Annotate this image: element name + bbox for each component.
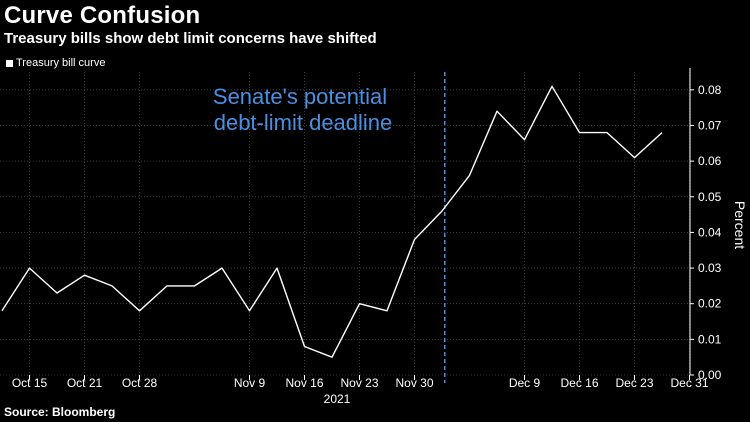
annotation-text-line1: Senate's potential — [213, 84, 387, 109]
x-tick-label: Dec 16 — [560, 376, 598, 390]
x-tick-label: Oct 28 — [122, 376, 158, 390]
x-tick-label: Nov 23 — [340, 376, 378, 390]
x-axis-year-label: 2021 — [324, 392, 351, 406]
x-tick-label: Oct 15 — [12, 376, 48, 390]
x-tick-label: Nov 16 — [285, 376, 323, 390]
y-tick-label: 0.06 — [698, 154, 722, 168]
series-group — [1, 85, 663, 358]
y-axis-title: Percent — [732, 201, 748, 249]
x-tick-label: Dec 23 — [615, 376, 653, 390]
y-tick-label: 0.08 — [698, 83, 722, 97]
annotation-text-line2: debt-limit deadline — [214, 110, 393, 135]
legend-label: Treasury bill curve — [16, 57, 106, 69]
x-tick-label: Oct 21 — [67, 376, 103, 390]
x-tick-label: Nov 9 — [234, 376, 266, 390]
axes — [29, 68, 694, 380]
tick-labels: 0.00 0.01 0.02 0.03 0.04 0.05 0.06 0.07 0.08 Perc… — [12, 83, 748, 406]
legend-swatch — [6, 59, 13, 67]
x-tick-label: Dec 9 — [509, 376, 541, 390]
y-tick-label: 0.02 — [698, 297, 722, 311]
x-tick-label: Dec 31 — [670, 376, 708, 390]
chart-subtitle: Treasury bills show debt limit concerns … — [4, 30, 377, 47]
y-tick-label: 0.03 — [698, 261, 722, 275]
legend: Treasury bill curve — [6, 57, 105, 69]
series-line-treasury-bill-curve — [1, 85, 663, 358]
x-tick-label: Nov 30 — [395, 376, 433, 390]
gridlines — [0, 72, 690, 376]
y-tick-label: 0.05 — [698, 190, 722, 204]
y-tick-label: 0.04 — [698, 225, 722, 239]
chart-title: Curve Confusion — [4, 2, 201, 29]
source-note: Source: Bloomberg — [4, 405, 116, 419]
y-tick-label: 0.07 — [698, 118, 722, 132]
y-tick-label: 0.01 — [698, 332, 722, 346]
y-tick-label: 0.00 — [698, 368, 722, 382]
